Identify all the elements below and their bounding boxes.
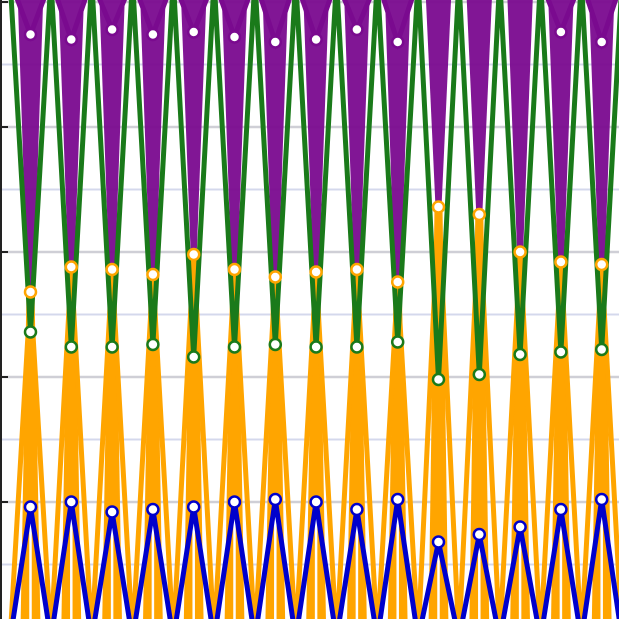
purple-wedge [385,0,411,282]
point-s1-14 [554,25,568,39]
point-s4-7 [268,492,283,507]
purple-wedge [344,0,370,270]
markers-layer [23,22,609,549]
purple-wedge [262,0,288,277]
point-s3-13 [513,347,527,362]
purple-wedge [140,0,166,275]
point-s3-6 [227,340,242,354]
point-s1-7 [268,35,283,49]
point-s2-7 [268,270,283,284]
point-s2-4 [146,267,160,282]
point-s2-6 [227,262,242,277]
point-s2-8 [309,265,323,279]
point-s2-2 [64,260,79,274]
point-s2-5 [186,247,201,262]
point-s4-11 [431,535,446,549]
point-s3-7 [268,337,283,352]
point-s4-12 [472,527,487,542]
point-s2-14 [554,255,568,269]
point-s4-4 [146,502,160,517]
point-s2-11 [431,200,446,214]
point-s3-8 [309,340,323,354]
point-s4-6 [227,495,242,509]
point-s2-9 [350,262,364,277]
point-s4-5 [186,500,201,514]
point-s4-14 [554,502,568,517]
purple-wedge [303,0,329,272]
point-s3-10 [390,335,405,349]
point-s4-9 [350,502,364,517]
purple-wedge [466,0,492,215]
point-s4-13 [513,520,527,534]
point-s2-12 [472,207,487,222]
point-s1-8 [309,32,323,47]
point-s3-1 [23,325,38,339]
point-s1-9 [350,22,364,37]
point-s4-2 [64,495,79,509]
point-s4-3 [105,505,119,519]
point-s2-10 [390,275,405,289]
purple-wedge [221,0,248,270]
purple-wedge [425,0,452,207]
series-line-3 [8,0,619,380]
point-s4-10 [390,492,405,507]
y-axis-ticks [0,1,8,503]
point-s3-11 [431,372,446,387]
purple-wedge [589,0,615,265]
point-s1-10 [390,35,405,49]
purple-wedge [58,0,84,267]
point-s3-15 [594,342,609,357]
purple-wedge [548,0,574,262]
point-s2-13 [513,245,527,259]
point-s4-8 [309,495,323,509]
series-line-1 [14,0,619,50]
point-s2-1 [23,285,38,299]
purple-wedge [181,0,207,255]
point-s1-5 [186,25,201,39]
point-s2-3 [105,262,119,277]
point-s3-4 [146,337,160,352]
series-line-4 [10,499,619,619]
point-s1-3 [105,22,119,37]
point-s3-2 [64,340,79,354]
point-s3-5 [186,350,201,364]
point-s1-4 [146,27,160,42]
point-s3-12 [472,367,487,382]
purple-wedge [17,0,44,292]
point-s3-3 [105,340,119,354]
point-s1-6 [227,30,242,44]
purple-wedge [99,0,125,270]
purple-wedge [507,0,533,252]
point-s3-14 [554,345,568,359]
point-s2-15 [594,257,609,272]
point-s3-9 [350,340,364,354]
point-s4-1 [23,500,38,514]
point-s1-15 [594,35,609,49]
point-s1-1 [23,27,38,42]
point-s4-15 [594,492,609,507]
point-s1-2 [64,32,79,47]
